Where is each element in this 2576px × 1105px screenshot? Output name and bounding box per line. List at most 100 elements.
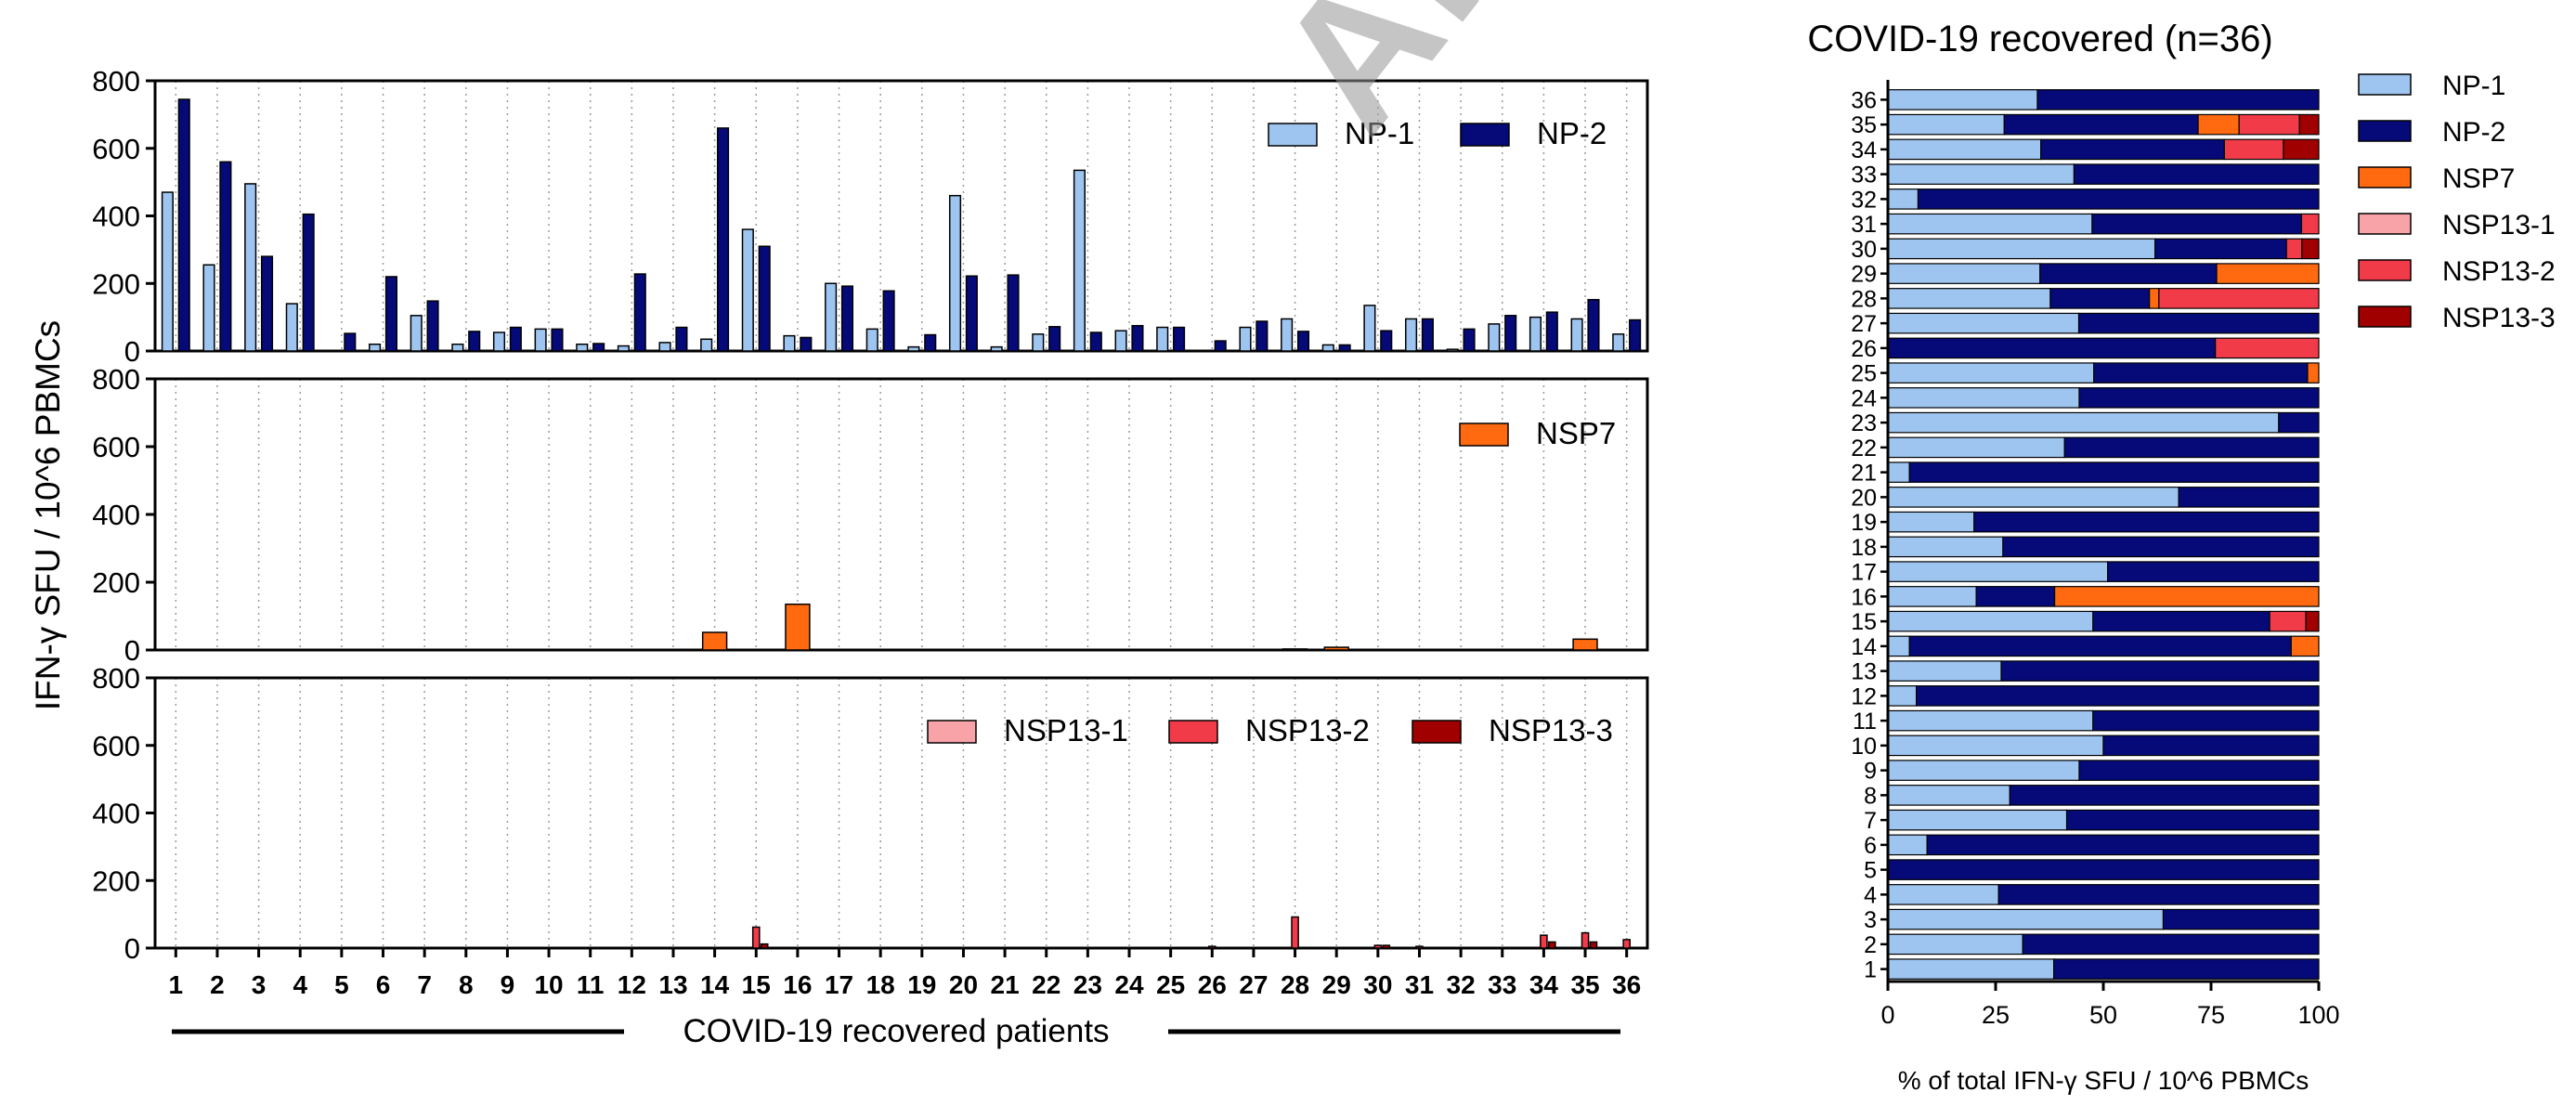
bar-NP-1-11	[576, 343, 589, 352]
bar-NP-2-17	[840, 285, 854, 352]
r-ytick-label-4: 4	[1864, 882, 1877, 908]
bar-NP-2-31	[1421, 318, 1434, 352]
bar-NP-2-10	[551, 328, 564, 352]
xtick-label-7: 7	[417, 970, 432, 999]
bar-NP-1-7	[410, 315, 423, 352]
stack-seg-NP-1-34	[1887, 138, 2042, 161]
stack-seg-NP-2-1	[2053, 958, 2320, 980]
xtick-label-35: 35	[1570, 970, 1599, 999]
bar-NSP7-29	[1323, 646, 1349, 651]
stack-seg-NP-2-21	[1908, 462, 2320, 483]
r-legend-label-NP-1: NP-1	[2442, 71, 2505, 101]
ytick-label-p2-0: 0	[124, 932, 140, 965]
bar-NSP13-2-15	[751, 926, 761, 949]
xtick-label-1: 1	[169, 970, 184, 999]
xtick-label-34: 34	[1529, 970, 1559, 999]
xtick-label-21: 21	[991, 970, 1020, 999]
stack-seg-NSP13-3-30	[2301, 238, 2320, 260]
stack-seg-NP-1-33	[1887, 163, 2075, 185]
bar-NP-2-30	[1380, 330, 1393, 352]
stack-seg-NP-1-2	[1887, 933, 2023, 956]
xtick-label-11: 11	[577, 970, 605, 999]
r-xtick-label-25: 25	[1982, 1001, 2010, 1029]
bar-NP-2-21	[1007, 274, 1020, 352]
bar-NP-1-4	[285, 303, 298, 352]
bar-NP-1-15	[741, 228, 754, 352]
r-ytick-label-12: 12	[1851, 683, 1877, 709]
bar-NSP13-3-35	[1589, 941, 1598, 949]
bar-NP-1-2	[202, 264, 215, 352]
bar-NP-2-8	[468, 331, 481, 352]
ytick-label-p0-200: 200	[92, 267, 140, 300]
r-ytick-label-10: 10	[1851, 734, 1877, 760]
xtick-label-25: 25	[1156, 970, 1185, 999]
r-ytick-label-34: 34	[1851, 137, 1877, 163]
stack-seg-NP-1-30	[1887, 238, 2156, 260]
xtick-label-12: 12	[618, 970, 646, 999]
stack-seg-NP-1-9	[1887, 760, 2080, 781]
bar-NSP13-2-34	[1540, 934, 1548, 949]
stack-seg-NP-1-25	[1887, 362, 2095, 384]
bar-NP-1-1	[161, 191, 174, 352]
bar-NP-1-3	[244, 183, 257, 352]
ytick-label-p0-600: 600	[92, 133, 140, 165]
bar-NP-1-29	[1321, 344, 1334, 352]
bar-NSP7-28	[1281, 648, 1308, 651]
stack-seg-NP-2-18	[2002, 536, 2320, 558]
bar-NP-1-35	[1570, 318, 1583, 352]
xtick-label-30: 30	[1363, 970, 1392, 999]
r-ytick-label-9: 9	[1864, 759, 1877, 785]
stack-seg-NP-2-9	[2078, 760, 2320, 781]
r-ytick-label-33: 33	[1851, 162, 1877, 188]
stack-seg-NP-2-3	[2162, 908, 2320, 930]
stack-seg-NP-2-15	[2092, 610, 2270, 632]
stack-seg-NP-2-26	[1887, 337, 2217, 359]
ytick-label-p0-400: 400	[92, 201, 140, 233]
r-ytick-label-20: 20	[1851, 485, 1877, 511]
bar-NP-2-12	[633, 273, 646, 352]
xtick-label-13: 13	[658, 970, 687, 999]
legend-swatch-p0-NP-2	[1460, 123, 1510, 147]
bar-NSP7-35	[1572, 638, 1598, 651]
r-ytick-label-19: 19	[1851, 510, 1877, 536]
bar-NP-1-36	[1612, 333, 1625, 352]
ytick-label-p2-800: 800	[92, 662, 140, 695]
bar-NP-2-28	[1296, 331, 1310, 352]
xtick-label-36: 36	[1612, 970, 1641, 999]
stack-seg-NSP13-3-34	[2283, 138, 2320, 161]
legend-swatch-p2-NSP13-1	[927, 720, 977, 744]
bar-NP-1-25	[1156, 326, 1169, 352]
r-ytick-label-15: 15	[1851, 609, 1877, 635]
bar-NSP13-2-30	[1373, 944, 1383, 949]
r-xtick-label-100: 100	[2297, 1001, 2339, 1029]
bar-NP-1-19	[907, 345, 920, 352]
bar-NP-1-18	[865, 328, 878, 352]
stack-seg-NP-2-35	[2003, 113, 2199, 136]
legend-swatch-p0-NP-1	[1268, 123, 1318, 147]
legend-swatch-p2-NSP13-2	[1168, 720, 1218, 744]
legend-label-p1-NSP7: NSP7	[1536, 416, 1616, 450]
ytick-label-p2-200: 200	[92, 864, 140, 897]
bar-NP-1-27	[1239, 326, 1252, 352]
stack-seg-NSP13-2-15	[2269, 610, 2307, 632]
stack-seg-NP-1-1	[1887, 958, 2055, 980]
stack-seg-NP-1-22	[1887, 436, 2065, 459]
r-ytick-label-21: 21	[1851, 461, 1877, 487]
stack-seg-NSP7-16	[2053, 586, 2320, 607]
xtick-label-4: 4	[293, 970, 307, 999]
stack-seg-NP-2-7	[2065, 809, 2320, 831]
legend-swatch-p2-NSP13-3	[1412, 720, 1462, 744]
bar-NP-2-5	[344, 332, 357, 352]
r-legend-label-NSP7: NSP7	[2442, 163, 2515, 194]
stack-seg-NP-1-6	[1887, 834, 1928, 856]
legend-label-p2-NSP13-3: NSP13-3	[1489, 713, 1613, 748]
stack-seg-NP-1-24	[1887, 387, 2080, 409]
stack-seg-NP-2-4	[1997, 884, 2320, 905]
ytick-label-p2-400: 400	[92, 798, 140, 830]
stack-seg-NP-2-16	[1975, 586, 2056, 607]
legend-label-p0-NP-1: NP-1	[1345, 116, 1414, 150]
bar-NSP13-3-30	[1382, 944, 1391, 949]
stack-seg-NP-1-18	[1887, 536, 2004, 558]
stack-seg-NP-2-28	[2049, 288, 2151, 309]
